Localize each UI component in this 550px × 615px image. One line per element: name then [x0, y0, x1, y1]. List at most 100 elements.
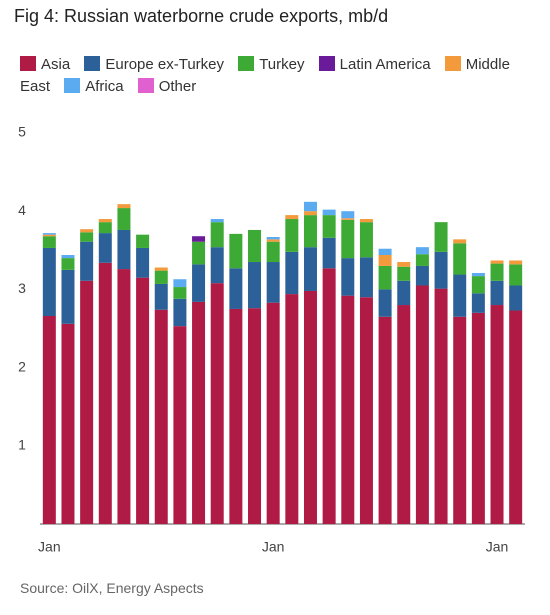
legend-swatch: [137, 78, 154, 93]
bar-segment: [266, 241, 280, 263]
bar-segment: [303, 290, 317, 524]
bar-segment: [117, 204, 131, 209]
bar-segment: [117, 229, 131, 270]
legend-item: Turkey: [238, 56, 305, 73]
bar-segment: [378, 316, 392, 524]
bar-segment: [42, 236, 56, 248]
bar-segment: [322, 268, 336, 524]
bar-segment: [415, 254, 429, 266]
bar-segment: [154, 270, 168, 284]
bar-segment: [229, 268, 243, 309]
bar-segment: [98, 233, 112, 263]
bar-segment: [80, 241, 94, 281]
y-tick-label: 4: [18, 202, 26, 218]
bar-segment: [509, 285, 523, 311]
bar-segment: [341, 219, 355, 259]
legend-item: Latin America: [318, 56, 431, 73]
bar-segment: [285, 294, 299, 524]
source-note: Source: OilX, Energy Aspects: [20, 580, 204, 596]
bar-segment: [490, 305, 504, 524]
bar-segment: [61, 323, 75, 524]
bar-segment: [378, 254, 392, 266]
bar-segment: [154, 267, 168, 271]
bar-segment: [98, 219, 112, 223]
bar-segment: [42, 247, 56, 316]
y-tick-label: 3: [18, 280, 26, 296]
legend-swatch: [84, 56, 101, 71]
bar-segment: [434, 288, 448, 524]
bar-segment: [434, 251, 448, 289]
bar-segment: [173, 326, 187, 524]
bar-segment: [266, 237, 280, 240]
bar-segment: [192, 241, 206, 265]
bar-segment: [210, 219, 224, 223]
legend-item: Europe ex-Turkey: [84, 56, 224, 73]
bar-segment: [509, 260, 523, 265]
bar-segment: [173, 279, 187, 288]
bar-segment: [192, 236, 206, 242]
bar-segment: [248, 308, 262, 524]
legend-swatch: [20, 56, 36, 71]
bar-segment: [117, 208, 131, 230]
bar-segment: [415, 247, 429, 255]
bar-segment: [210, 222, 224, 248]
bar-segment: [285, 251, 299, 295]
bar-segment: [397, 305, 411, 524]
legend-label: Africa: [85, 78, 124, 95]
bar-segment: [415, 285, 429, 524]
bar-segment: [266, 302, 280, 524]
legend-label: Middle East: [20, 56, 510, 95]
bar-segment: [173, 298, 187, 327]
bar-segment: [359, 257, 373, 298]
bar-segment: [322, 237, 336, 269]
bar-segment: [490, 260, 504, 264]
bar-segment: [359, 219, 373, 223]
legend: Asia Europe ex-Turkey Turkey Latin Ameri…: [20, 54, 520, 98]
bar-segment: [453, 239, 467, 244]
legend-swatch: [64, 78, 81, 93]
bar-segment: [453, 316, 467, 524]
bar-segment: [248, 262, 262, 309]
y-tick-label: 5: [18, 124, 26, 140]
legend-item: Middle East: [20, 56, 510, 95]
bar-segment: [341, 218, 355, 220]
legend-label: Europe ex-Turkey: [105, 56, 225, 73]
bar-segment: [341, 211, 355, 219]
bar-segment: [229, 308, 243, 524]
bar-segment: [303, 211, 317, 216]
bar-segment: [378, 265, 392, 290]
y-tick-label: 1: [18, 437, 26, 453]
bar-segment: [471, 312, 485, 524]
bar-segment: [397, 262, 411, 267]
bar-segment: [434, 222, 448, 252]
bar-segment: [98, 222, 112, 234]
bar-segment: [285, 219, 299, 252]
bar-segment: [397, 280, 411, 306]
bar-segment: [80, 280, 94, 524]
bar-segment: [136, 234, 150, 248]
bar-segment: [453, 274, 467, 317]
legend-label: Asia: [41, 56, 71, 73]
bar-segment: [61, 258, 75, 270]
bar-segment: [42, 234, 56, 237]
bar-segment: [359, 222, 373, 258]
bar-segment: [210, 283, 224, 524]
x-tick-label: Jan: [486, 539, 509, 555]
legend-item: Other: [137, 78, 196, 95]
bar-segment: [210, 247, 224, 284]
bar-segment: [61, 254, 75, 259]
bar-segment: [490, 280, 504, 306]
legend-label: Turkey: [259, 56, 305, 73]
bar-segment: [266, 262, 280, 303]
bar-segment: [285, 215, 299, 220]
y-tick-label: 2: [18, 358, 26, 374]
bar-segment: [471, 293, 485, 313]
bar-segment: [303, 215, 317, 248]
bar-segment: [61, 269, 75, 324]
bar-segment: [322, 215, 336, 238]
bar-segment: [453, 243, 467, 275]
bar-segment: [378, 248, 392, 255]
bar-segment: [509, 264, 523, 286]
